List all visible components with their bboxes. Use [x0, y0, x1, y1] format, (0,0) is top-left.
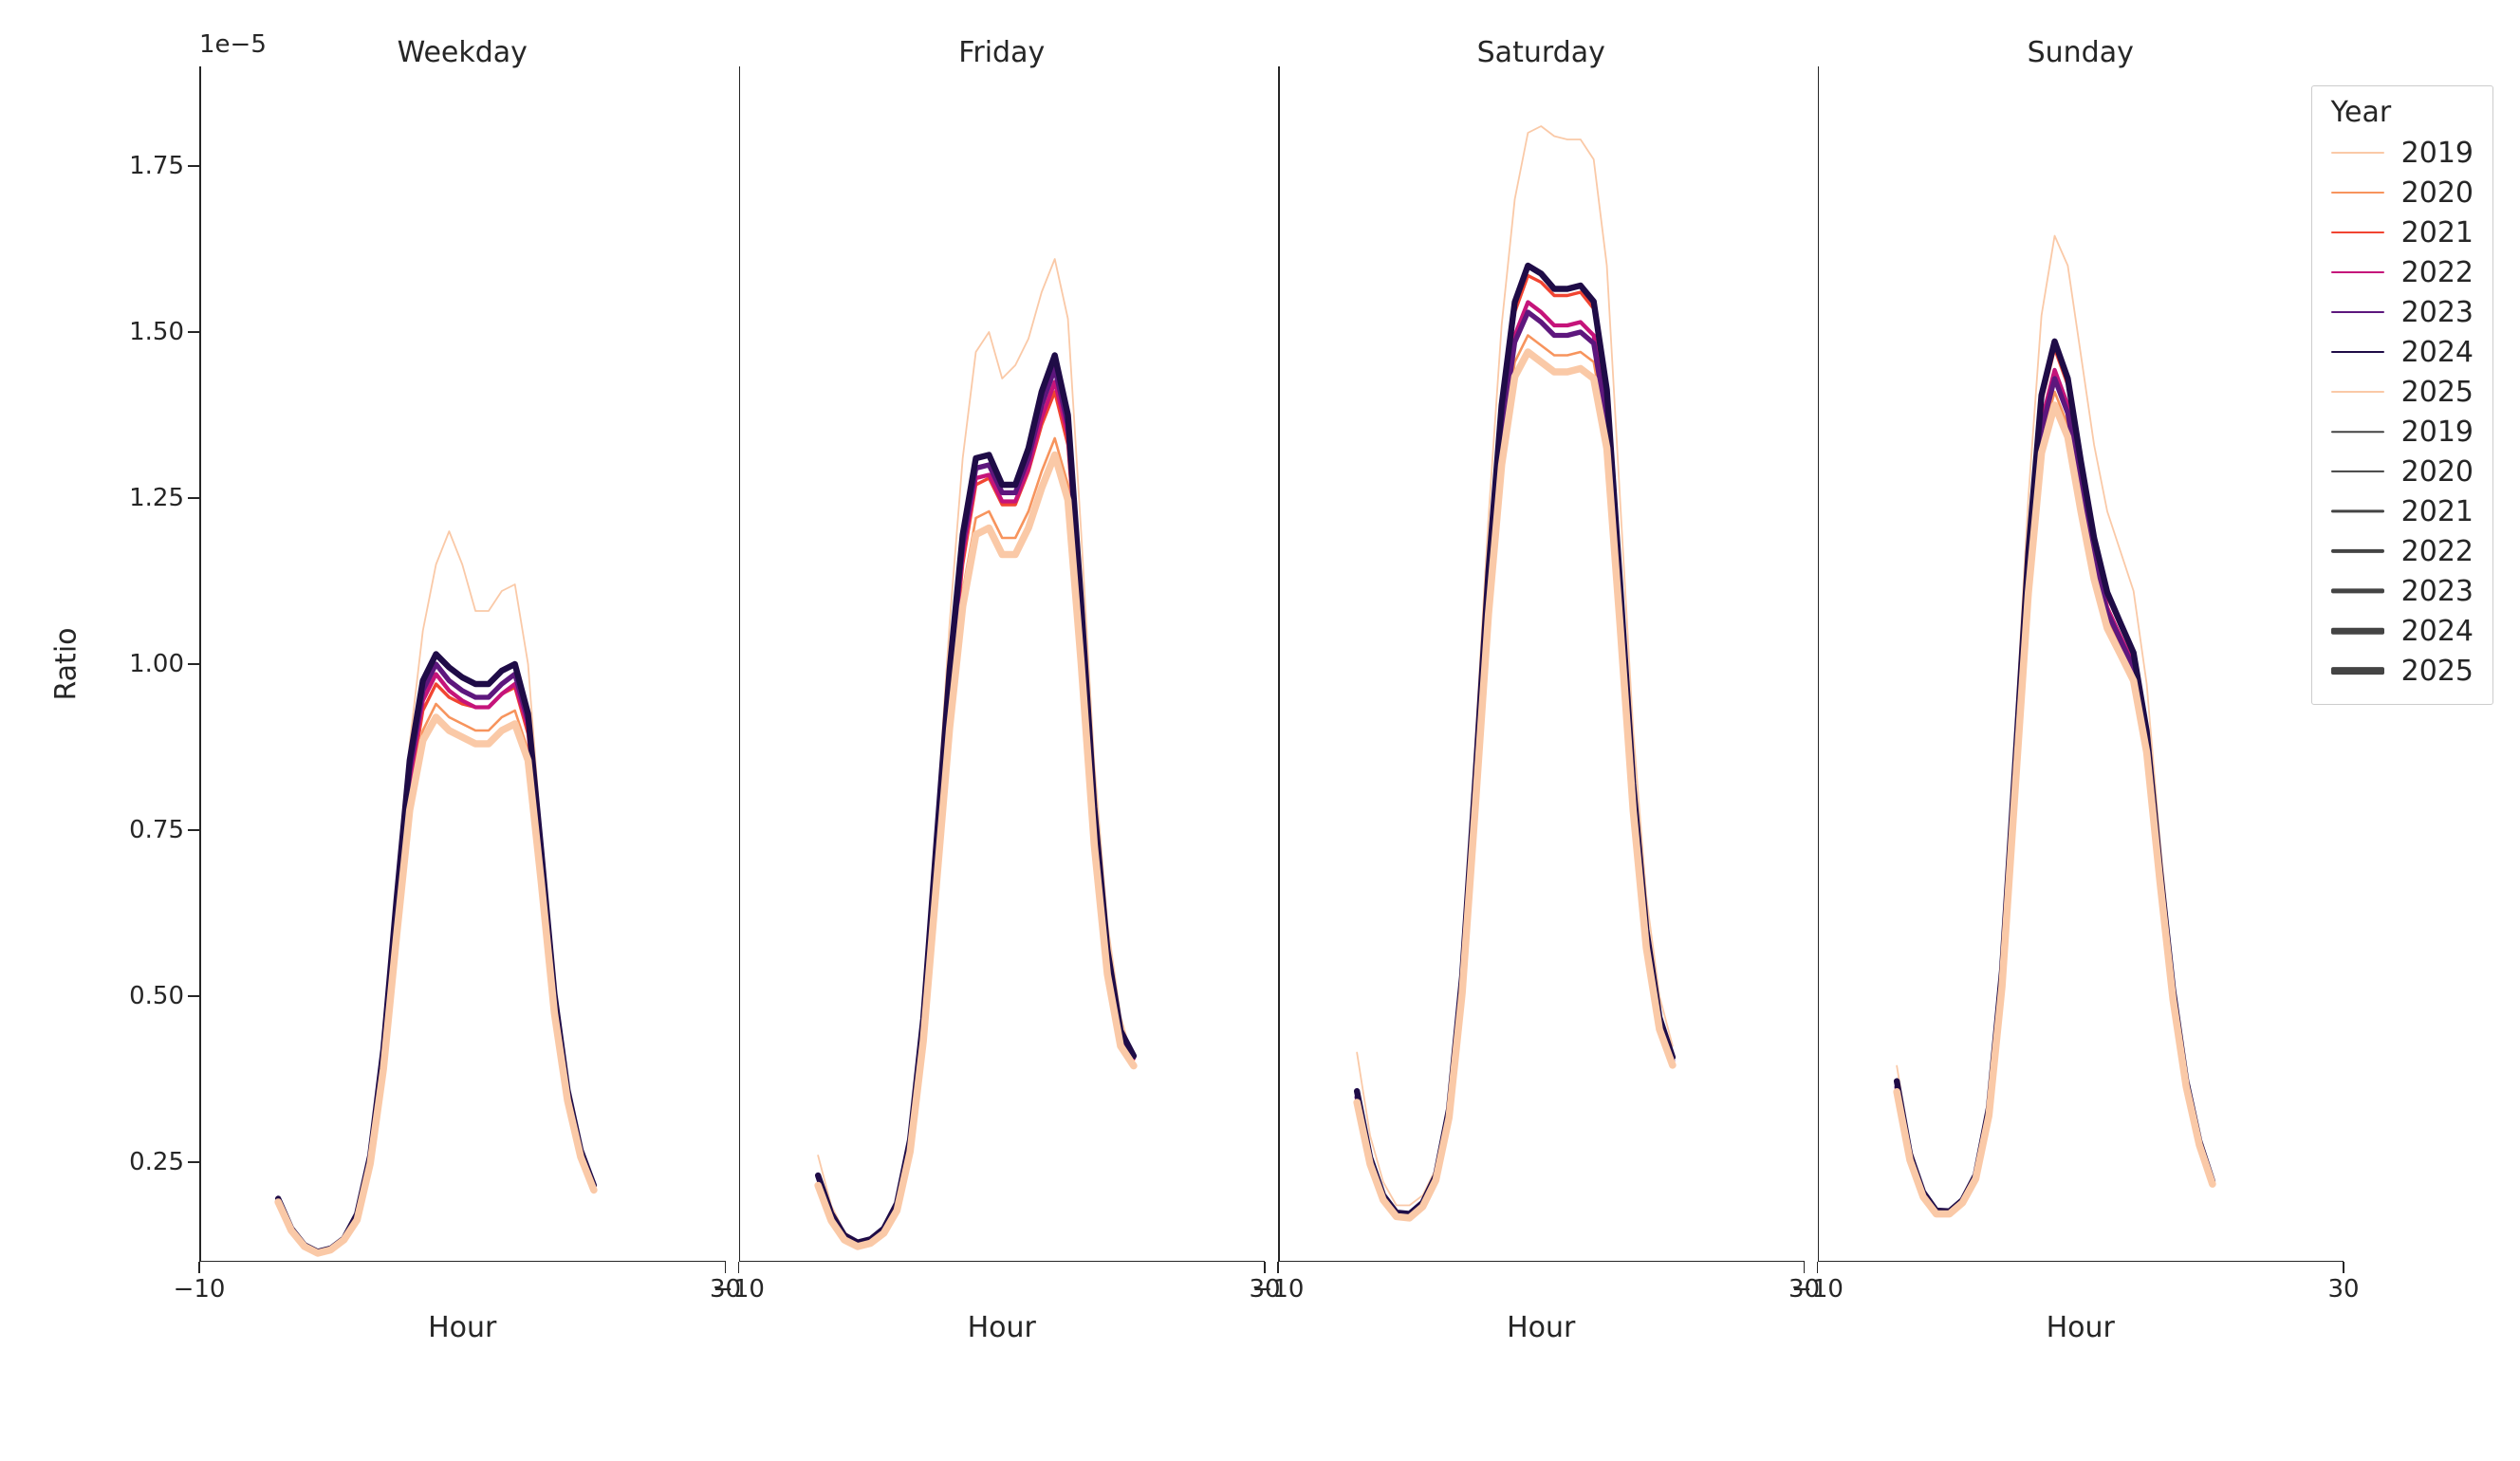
legend-title: Year	[2331, 96, 2474, 129]
x-axis-label: Hour	[1507, 1311, 1575, 1344]
legend-label: 2019	[2401, 137, 2474, 170]
legend-label: 2024	[2401, 336, 2474, 369]
legend-entry: 2019	[2331, 133, 2474, 173]
series-2020	[1897, 392, 2213, 1213]
legend-label: 2020	[2401, 455, 2474, 489]
legend-entry: 2020	[2331, 452, 2474, 491]
xtick-label: 30	[2327, 1275, 2359, 1304]
series-2021	[1897, 349, 2213, 1212]
legend-entry: 2020	[2331, 173, 2474, 213]
panel-sunday: Sunday−1030Hour	[1818, 66, 2344, 1328]
legend-label: 2025	[2401, 655, 2474, 688]
xtick-label: −10	[1791, 1275, 1844, 1304]
series-2020	[1357, 336, 1673, 1217]
legend-entry: 2022	[2331, 531, 2474, 571]
ytick-label: 1.25	[129, 484, 184, 512]
series-2025	[278, 717, 594, 1253]
series-2024	[1897, 342, 2213, 1211]
x-axis-label: Hour	[968, 1311, 1036, 1344]
series-2022	[1357, 303, 1673, 1216]
series-2020	[278, 704, 594, 1252]
legend: Year 2019 2020 2021 2022 2023 2024 2025 2019 202…	[2311, 85, 2493, 705]
legend-entry: 2021	[2331, 491, 2474, 531]
xtick-label: −10	[1252, 1275, 1305, 1304]
legend-entry: 2024	[2331, 332, 2474, 372]
legend-entry: 2023	[2331, 571, 2474, 611]
plot-area	[199, 66, 726, 1262]
x-axis-label: Hour	[2047, 1311, 2115, 1344]
legend-label: 2019	[2401, 416, 2474, 449]
legend-label: 2021	[2401, 495, 2474, 528]
legend-label: 2020	[2401, 176, 2474, 210]
legend-label: 2021	[2401, 216, 2474, 250]
ytick-label: 0.25	[129, 1148, 184, 1176]
ytick-label: 1.50	[129, 318, 184, 346]
x-axis-label: Hour	[428, 1311, 496, 1344]
panel-weekday: Weekday0.250.500.751.001.251.501.75Ratio…	[199, 66, 726, 1328]
figure: Weekday0.250.500.751.001.251.501.75Ratio…	[19, 19, 2520, 1442]
y-axis-label: Ratio	[50, 627, 83, 700]
series-2023	[1897, 379, 2213, 1212]
panel-title: Sunday	[1818, 36, 2344, 69]
series-2025	[818, 455, 1134, 1247]
axes: 0.250.500.751.001.251.501.75Ratio1e−5−10…	[199, 66, 726, 1262]
legend-entry: 2021	[2331, 213, 2474, 252]
ytick-label: 0.50	[129, 982, 184, 1010]
plot-area	[1278, 66, 1805, 1262]
plot-area	[1818, 66, 2344, 1262]
legend-entry: 2019	[2331, 412, 2474, 452]
series-2023	[1357, 312, 1673, 1216]
ytick-label: 1.00	[129, 650, 184, 678]
legend-label: 2025	[2401, 376, 2474, 409]
panel-row: Weekday0.250.500.751.001.251.501.75Ratio…	[199, 66, 2344, 1328]
panel-title: Friday	[739, 36, 1266, 69]
legend-label: 2024	[2401, 615, 2474, 648]
series-2022	[1897, 370, 2213, 1212]
legend-entry: 2023	[2331, 292, 2474, 332]
axes: −1030Hour	[1818, 66, 2344, 1262]
series-2020	[818, 438, 1134, 1246]
ytick-label: 0.75	[129, 816, 184, 844]
series-2025	[1357, 352, 1673, 1218]
axes: −1030Hour	[739, 66, 1266, 1262]
panel-title: Weekday	[199, 36, 726, 69]
legend-label: 2022	[2401, 535, 2474, 568]
series-2023	[818, 369, 1134, 1244]
panel-saturday: Saturday−1030Hour	[1278, 66, 1805, 1328]
plot-area	[739, 66, 1266, 1262]
xtick-label: −10	[174, 1275, 226, 1304]
legend-entry: 2022	[2331, 252, 2474, 292]
axes: −1030Hour	[1278, 66, 1805, 1262]
ytick-label: 1.75	[129, 152, 184, 180]
y-offset-text: 1e−5	[199, 30, 267, 59]
legend-body: 2019 2020 2021 2022 2023 2024 2025 2019 2020 2021…	[2331, 133, 2474, 691]
series-2025	[1897, 405, 2213, 1214]
legend-label: 2022	[2401, 256, 2474, 289]
series-2022	[818, 382, 1134, 1245]
legend-entry: 2024	[2331, 611, 2474, 651]
legend-label: 2023	[2401, 296, 2474, 329]
panel-friday: Friday−1030Hour	[739, 66, 1266, 1328]
xtick-label: −10	[713, 1275, 765, 1304]
panel-title: Saturday	[1278, 36, 1805, 69]
legend-label: 2023	[2401, 575, 2474, 608]
legend-entry: 2025	[2331, 651, 2474, 691]
legend-entry: 2025	[2331, 372, 2474, 412]
